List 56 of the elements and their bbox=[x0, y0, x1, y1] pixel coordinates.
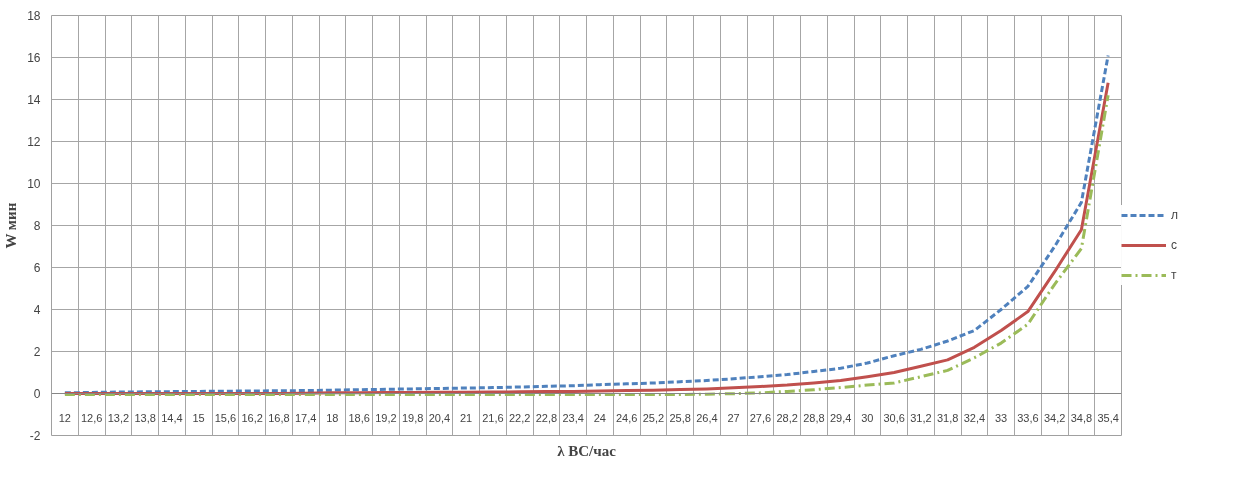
x-tick-label: 17,4 bbox=[294, 411, 317, 424]
x-axis-title: λ ВС/час bbox=[557, 442, 617, 459]
x-tick-label: 33,6 bbox=[1017, 411, 1039, 424]
y-tick-label: 18 bbox=[27, 9, 41, 23]
x-tick-label: 28,8 bbox=[803, 411, 825, 424]
x-tick-label: 27,6 bbox=[749, 411, 772, 424]
x-tick-label: 32,4 bbox=[963, 411, 986, 424]
y-tick-label: 0 bbox=[33, 387, 41, 401]
x-tick-label: 15,6 bbox=[214, 411, 237, 424]
x-tick-label: 19,2 bbox=[375, 411, 397, 424]
x-tick-label: 15 bbox=[192, 411, 205, 424]
x-tick-label: 31,8 bbox=[936, 411, 959, 424]
legend-label: т bbox=[1171, 268, 1178, 282]
x-tick-label: 16,2 bbox=[241, 411, 263, 424]
y-tick-label: 12 bbox=[27, 135, 41, 149]
y-tick-label: 6 bbox=[33, 261, 41, 275]
legend-label: л bbox=[1171, 208, 1179, 222]
y-tick-label: 16 bbox=[27, 51, 41, 65]
x-tick-label: 24 bbox=[593, 411, 607, 424]
x-tick-label: 19,8 bbox=[401, 411, 424, 424]
x-tick-label: 14,4 bbox=[161, 411, 183, 424]
x-tick-label: 21,6 bbox=[482, 411, 504, 424]
x-tick-label: 30 bbox=[861, 411, 874, 424]
x-tick-label: 18,6 bbox=[348, 411, 370, 424]
x-tick-label: 22,8 bbox=[535, 411, 558, 424]
x-tick-label: 31,2 bbox=[910, 411, 932, 424]
x-tick-label: 23,4 bbox=[562, 411, 584, 424]
x-tick-label: 21 bbox=[460, 411, 473, 424]
y-tick-label: 14 bbox=[27, 93, 41, 107]
x-tick-label: 25,8 bbox=[669, 411, 691, 424]
x-tick-label: 12,6 bbox=[80, 411, 103, 424]
x-tick-label: 13,2 bbox=[107, 411, 130, 424]
x-tick-label: 13,8 bbox=[134, 411, 156, 424]
x-tick-label: 28,2 bbox=[776, 411, 798, 424]
x-tick-label: 26,4 bbox=[696, 411, 718, 424]
y-tick-label: 4 bbox=[33, 303, 41, 317]
x-tick-label: 18 bbox=[326, 411, 339, 424]
x-tick-label: 29,4 bbox=[829, 411, 852, 424]
x-tick-label: 16,8 bbox=[268, 411, 290, 424]
y-tick-label: -2 bbox=[29, 429, 41, 443]
x-tick-label: 25,2 bbox=[642, 411, 665, 424]
y-tick-label: 8 bbox=[33, 219, 41, 233]
x-tick-label: 30,6 bbox=[883, 411, 905, 424]
x-tick-label: 20,4 bbox=[428, 411, 451, 424]
x-tick-label: 34,2 bbox=[1043, 411, 1066, 424]
x-tick-label: 35,4 bbox=[1097, 411, 1119, 424]
x-tick-label: 12 bbox=[58, 411, 72, 424]
x-tick-label: 27 bbox=[727, 411, 740, 424]
y-axis-title: W мин bbox=[3, 202, 20, 249]
x-tick-label: 24,6 bbox=[615, 411, 638, 424]
y-tick-label: 10 bbox=[27, 177, 41, 191]
legend-label: с bbox=[1171, 238, 1178, 252]
x-tick-label: 22,2 bbox=[508, 411, 531, 424]
x-tick-label: 33 bbox=[995, 411, 1008, 424]
y-tick-label: 2 bbox=[33, 345, 41, 359]
x-tick-label: 34,8 bbox=[1070, 411, 1093, 424]
